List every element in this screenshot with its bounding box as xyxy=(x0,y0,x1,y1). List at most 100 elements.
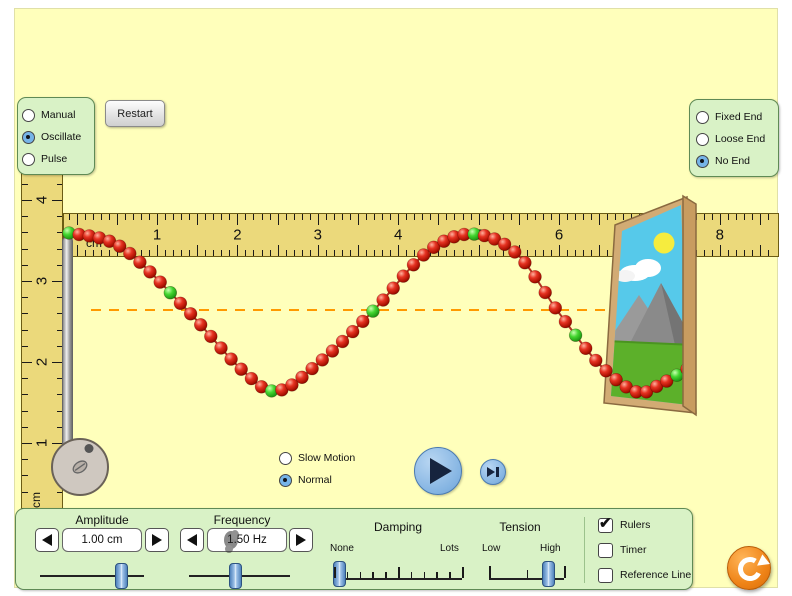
red-bead[interactable] xyxy=(609,373,623,387)
amplitude-slider-thumb[interactable] xyxy=(114,563,128,589)
red-bead[interactable] xyxy=(356,314,370,329)
red-bead[interactable] xyxy=(143,265,157,279)
red-bead[interactable] xyxy=(346,324,360,339)
ruler-tick xyxy=(52,362,62,363)
ruler-tick xyxy=(325,250,327,256)
checkbox-rulers[interactable]: Rulers xyxy=(598,514,650,534)
checkbox-icon[interactable] xyxy=(598,542,613,558)
red-bead[interactable] xyxy=(558,314,573,329)
red-bead[interactable] xyxy=(416,248,431,262)
radio-option-slow-motion[interactable]: Slow Motion xyxy=(279,447,355,469)
ruler-tick xyxy=(22,426,28,428)
wave-string[interactable] xyxy=(15,9,779,589)
amplitude-value[interactable]: 1.00 cm xyxy=(62,528,142,552)
radio-option-pulse[interactable]: Pulse xyxy=(22,148,90,170)
red-bead[interactable] xyxy=(578,341,593,355)
reset-all-button[interactable] xyxy=(727,546,771,590)
radio-option-fixed-end[interactable]: Fixed End xyxy=(696,106,772,128)
red-bead[interactable] xyxy=(285,378,299,392)
red-bead[interactable] xyxy=(396,269,410,283)
red-bead[interactable] xyxy=(305,361,319,376)
radio-option-oscillate[interactable]: Oscillate xyxy=(22,126,90,148)
red-bead[interactable] xyxy=(528,270,542,284)
radio-button-icon[interactable] xyxy=(696,110,709,124)
red-bead[interactable] xyxy=(214,341,228,355)
tension-slider-track[interactable] xyxy=(489,578,564,580)
ruler-tick xyxy=(181,214,183,220)
green-bead[interactable] xyxy=(568,328,583,342)
radio-button-icon[interactable] xyxy=(22,130,35,144)
step-forward-button[interactable] xyxy=(480,459,506,485)
ruler-tick xyxy=(237,245,239,256)
red-bead[interactable] xyxy=(376,293,390,307)
damping-scale-tick xyxy=(449,572,451,578)
radio-button-icon[interactable] xyxy=(279,473,292,487)
restart-button[interactable]: Restart xyxy=(105,100,165,127)
ruler-tick xyxy=(615,214,617,220)
red-bead[interactable] xyxy=(508,245,522,259)
amplitude-decrease-button[interactable] xyxy=(35,528,59,552)
amplitude-slider-track[interactable] xyxy=(40,575,144,577)
red-bead[interactable] xyxy=(427,240,441,255)
red-bead[interactable] xyxy=(194,318,208,332)
red-bead[interactable] xyxy=(173,296,188,310)
oscillator-wheel[interactable] xyxy=(49,436,111,498)
red-bead[interactable] xyxy=(649,379,664,394)
red-bead[interactable] xyxy=(244,371,259,386)
ruler-tick xyxy=(542,214,544,220)
radio-option-no-end[interactable]: No End xyxy=(696,150,772,172)
red-bead[interactable] xyxy=(497,237,512,252)
frequency-value[interactable]: 1.50 Hz xyxy=(207,528,287,552)
frequency-slider-thumb[interactable] xyxy=(229,563,243,589)
radio-button-icon[interactable] xyxy=(696,154,709,168)
red-bead[interactable] xyxy=(406,258,421,272)
damping-slider-thumb[interactable] xyxy=(332,561,346,587)
reference-line[interactable] xyxy=(91,309,613,311)
red-bead[interactable] xyxy=(315,353,329,367)
red-bead[interactable] xyxy=(659,374,674,388)
radio-option-loose-end[interactable]: Loose End xyxy=(696,128,772,150)
red-bead[interactable] xyxy=(518,256,532,270)
red-bead[interactable] xyxy=(639,385,654,399)
play-button[interactable] xyxy=(414,447,462,495)
red-bead[interactable] xyxy=(224,352,238,366)
red-bead[interactable] xyxy=(112,239,127,253)
radio-button-icon[interactable] xyxy=(696,132,709,146)
radio-option-manual[interactable]: Manual xyxy=(22,104,90,126)
radio-option-normal[interactable]: Normal xyxy=(279,469,355,491)
red-bead[interactable] xyxy=(123,246,137,261)
checkbox-timer[interactable]: Timer xyxy=(598,541,646,559)
red-bead[interactable] xyxy=(295,370,309,384)
red-bead[interactable] xyxy=(589,353,603,368)
tension-slider-thumb[interactable] xyxy=(541,561,555,587)
amplitude-increase-button[interactable] xyxy=(145,528,169,552)
frequency-increase-button[interactable] xyxy=(289,528,313,552)
checkbox-icon[interactable] xyxy=(598,567,613,583)
ruler-tick xyxy=(22,491,28,493)
radio-button-icon[interactable] xyxy=(22,108,35,122)
red-bead[interactable] xyxy=(386,281,400,295)
red-bead[interactable] xyxy=(487,232,502,246)
red-bead[interactable] xyxy=(599,364,613,378)
ruler-tick xyxy=(398,214,400,225)
checkbox-reference-line[interactable]: Reference Line xyxy=(598,566,691,584)
red-bead[interactable] xyxy=(325,344,340,358)
red-bead[interactable] xyxy=(538,285,552,300)
green-bead[interactable] xyxy=(366,304,380,318)
red-bead[interactable] xyxy=(335,334,350,349)
frequency-decrease-button[interactable] xyxy=(180,528,204,552)
ruler-tick xyxy=(213,250,215,256)
red-bead[interactable] xyxy=(204,329,218,344)
ruler-number-4: 4 xyxy=(394,226,403,244)
radio-button-icon[interactable] xyxy=(279,451,292,465)
red-bead[interactable] xyxy=(133,255,147,269)
red-bead[interactable] xyxy=(548,301,562,315)
red-bead[interactable] xyxy=(183,307,198,321)
red-bead[interactable] xyxy=(234,362,248,376)
ruler-tick xyxy=(84,214,86,220)
damping-slider-track[interactable] xyxy=(334,578,462,580)
red-bead[interactable] xyxy=(153,275,167,289)
green-bead[interactable] xyxy=(163,286,178,300)
checkbox-icon[interactable] xyxy=(598,514,613,533)
radio-button-icon[interactable] xyxy=(22,152,35,166)
